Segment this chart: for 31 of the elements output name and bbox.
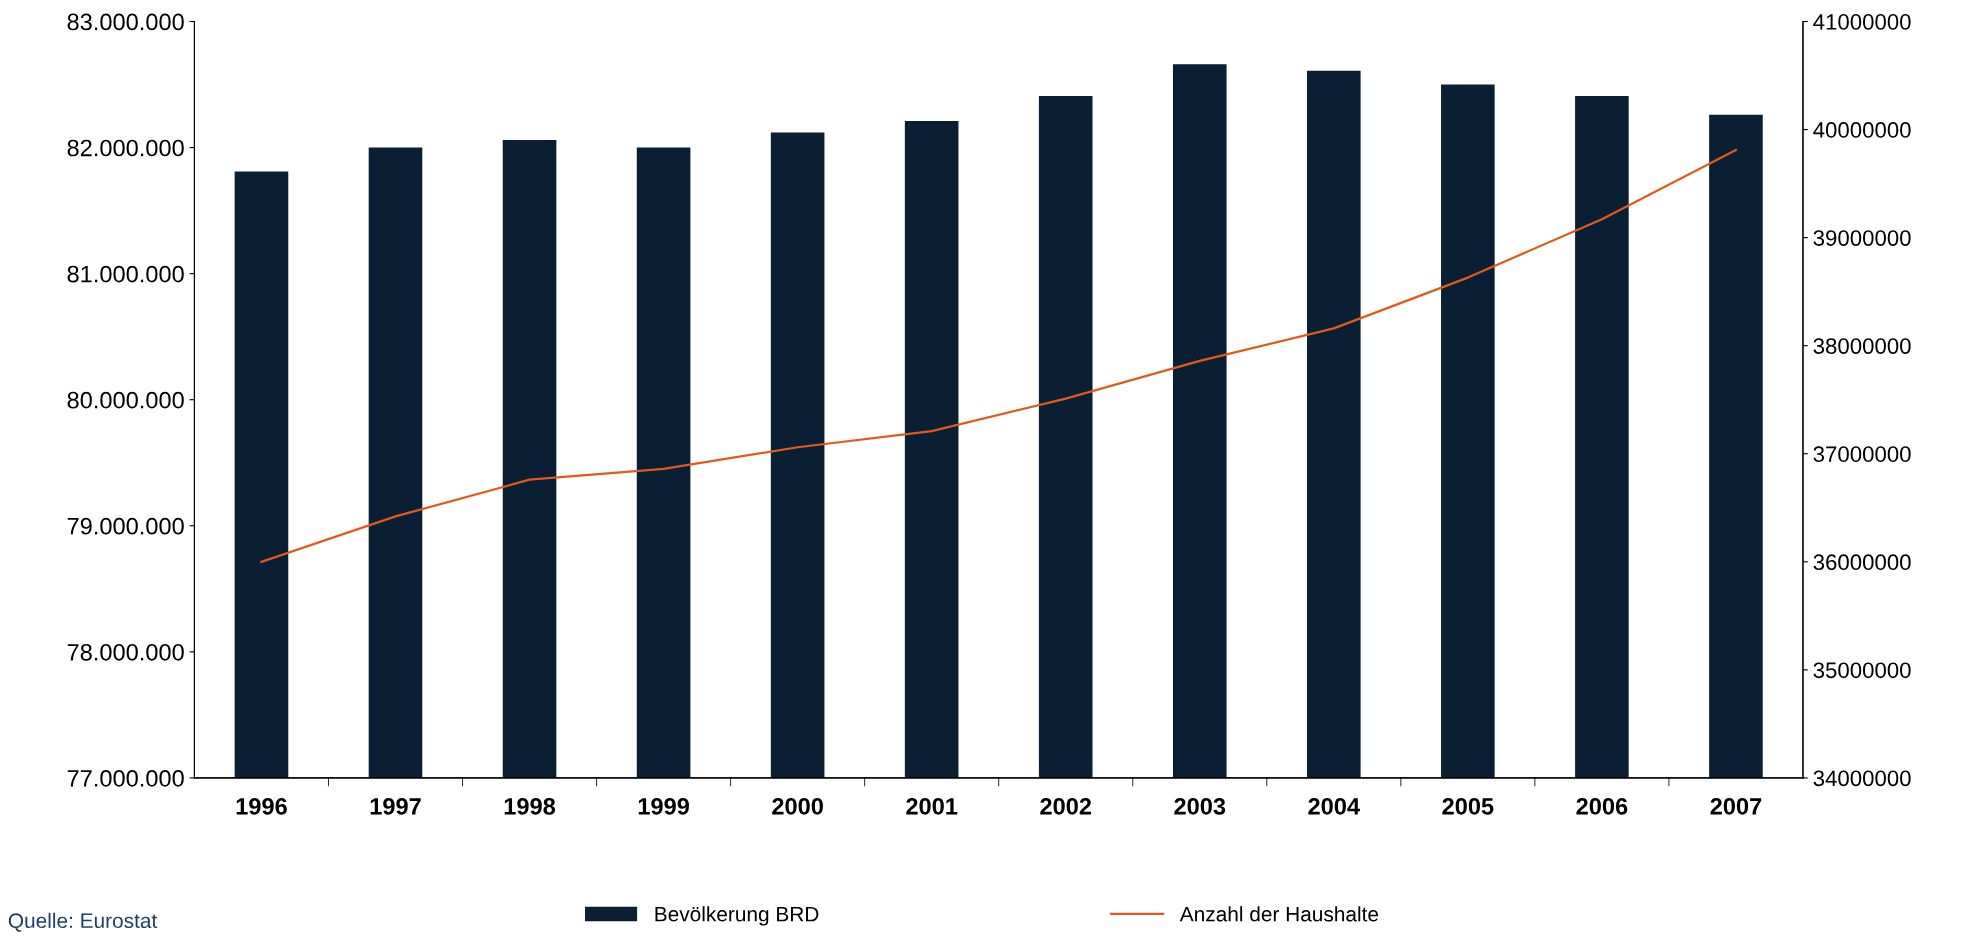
- y2-tick-label: 38000000: [1813, 338, 1911, 354]
- x-tick-label: 1997: [370, 797, 421, 815]
- x-tick-label: 1998: [504, 797, 556, 815]
- x-tick-label: 2005: [1442, 797, 1494, 815]
- x-tick-label: 2003: [1174, 797, 1226, 815]
- source-note: Quelle: Eurostat: [8, 912, 158, 932]
- x-tick-label: 2000: [772, 797, 823, 815]
- y-tick-label: 77.000.000: [67, 769, 184, 787]
- y2-tick-label: 34000000: [1813, 770, 1911, 787]
- x-tick-label: 1996: [236, 797, 287, 815]
- x-tick-label: 2006: [1576, 797, 1628, 815]
- x-tick-label: 2007: [1710, 797, 1762, 815]
- y2-tick-label: 37000000: [1813, 446, 1911, 463]
- y-tick-label: 82.000.000: [67, 139, 184, 157]
- legend-label: Bevölkerung BRD: [655, 906, 819, 926]
- y-tick-label: 78.000.000: [67, 643, 184, 661]
- x-tick-label: 2001: [906, 797, 958, 815]
- y2-tick-label: 41000000: [1813, 14, 1911, 30]
- x-tick-label: 2004: [1308, 797, 1360, 815]
- y-tick-label: 83.000.000: [67, 13, 184, 31]
- y-tick-label: 80.000.000: [67, 391, 184, 409]
- y2-tick-label: 40000000: [1813, 122, 1911, 138]
- legend-label: Anzahl der Haushalte: [1179, 906, 1379, 922]
- y-tick-label: 81.000.000: [67, 265, 184, 283]
- y2-tick-label: 35000000: [1813, 662, 1911, 679]
- x-tick-label: 2002: [1040, 797, 1092, 815]
- y2-tick-label: 39000000: [1813, 230, 1911, 246]
- x-tick-label: 1999: [638, 797, 689, 815]
- line-series: [260, 148, 1738, 563]
- y2-tick-label: 36000000: [1813, 554, 1911, 571]
- y-tick-label: 79.000.000: [67, 517, 184, 535]
